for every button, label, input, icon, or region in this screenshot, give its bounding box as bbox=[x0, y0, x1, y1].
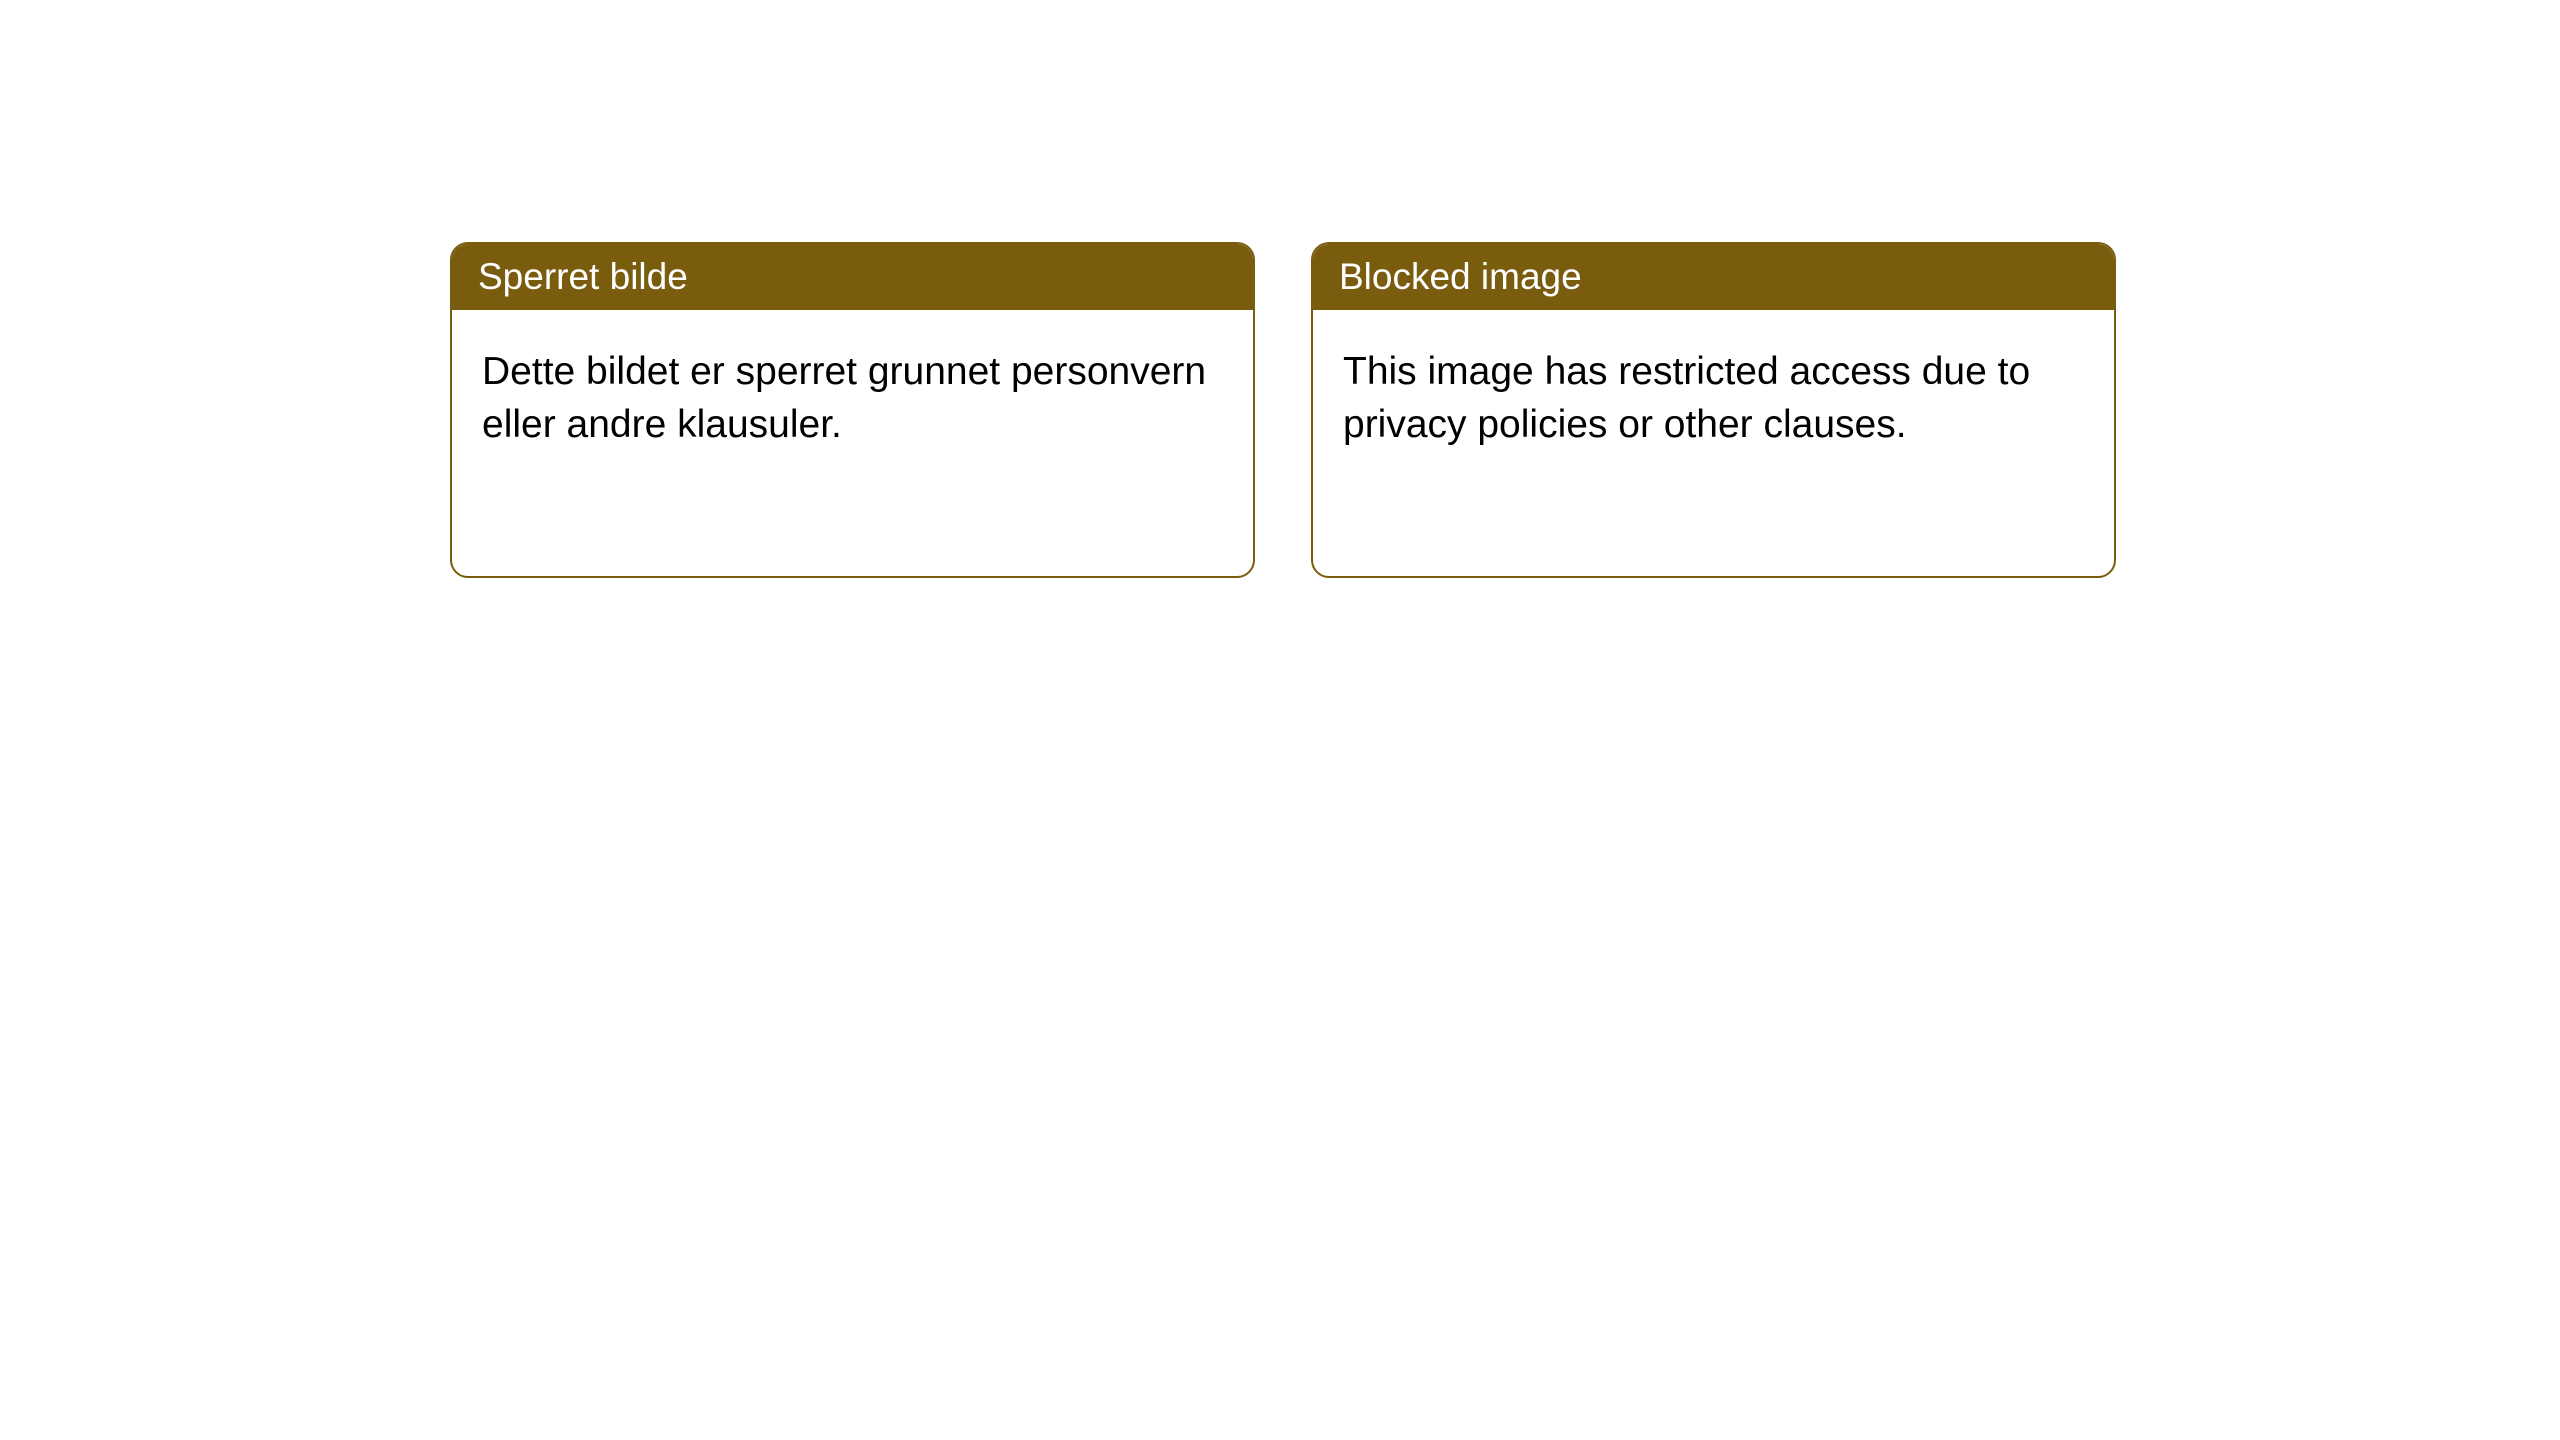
blocked-image-card-english: Blocked image This image has restricted … bbox=[1311, 242, 2116, 578]
card-title: Sperret bilde bbox=[478, 256, 688, 297]
card-header: Sperret bilde bbox=[452, 244, 1253, 310]
card-body-text: This image has restricted access due to … bbox=[1343, 350, 2030, 446]
card-body: Dette bildet er sperret grunnet personve… bbox=[452, 310, 1253, 487]
blocked-image-card-norwegian: Sperret bilde Dette bildet er sperret gr… bbox=[450, 242, 1255, 578]
card-body: This image has restricted access due to … bbox=[1313, 310, 2114, 487]
notice-cards-container: Sperret bilde Dette bildet er sperret gr… bbox=[450, 242, 2116, 578]
card-title: Blocked image bbox=[1339, 256, 1582, 297]
card-body-text: Dette bildet er sperret grunnet personve… bbox=[482, 350, 1206, 446]
card-header: Blocked image bbox=[1313, 244, 2114, 310]
